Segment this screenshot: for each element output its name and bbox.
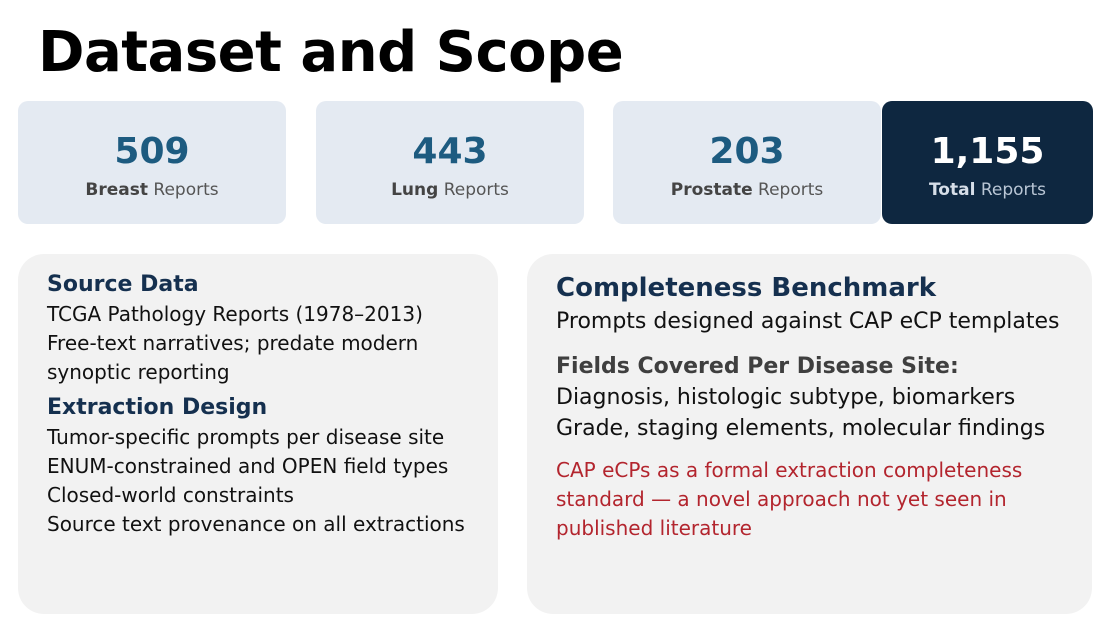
- source-extraction-card: Source Data TCGA Pathology Reports (1978…: [18, 254, 498, 614]
- stat-label: Lung Reports: [391, 180, 509, 200]
- benchmark-note: CAP eCPs as a formal extraction complete…: [556, 458, 1023, 540]
- stat-card-prostate: 203 Prostate Reports: [613, 101, 881, 224]
- fields-line: Grade, staging elements, molecular findi…: [556, 416, 1046, 441]
- stat-label: Total Reports: [928, 180, 1047, 200]
- benchmark-heading: Completeness Benchmark: [556, 273, 937, 303]
- stat-label: Breast Reports: [85, 180, 219, 200]
- fields-line: Diagnosis, histologic subtype, biomarker…: [556, 385, 1016, 410]
- source-data-heading: Source Data: [47, 272, 199, 297]
- page-title: Dataset and Scope: [38, 20, 624, 85]
- stat-value: 509: [114, 131, 190, 172]
- stat-value: 203: [709, 131, 785, 172]
- stat-card-lung: 443 Lung Reports: [316, 101, 584, 224]
- extraction-line: Closed-world constraints: [47, 483, 294, 507]
- stat-value: 1,155: [930, 131, 1045, 172]
- source-line: TCGA Pathology Reports (1978–2013): [47, 302, 423, 326]
- stat-card-total: 1,155 Total Reports: [882, 101, 1093, 224]
- source-line: Free-text narratives; predate modern syn…: [47, 331, 419, 384]
- fields-heading: Fields Covered Per Disease Site:: [556, 354, 959, 379]
- completeness-benchmark-card: Completeness Benchmark Prompts designed …: [527, 254, 1092, 614]
- stat-value: 443: [412, 131, 488, 172]
- stat-card-breast: 509 Breast Reports: [18, 101, 286, 224]
- benchmark-intro: Prompts designed against CAP eCP templat…: [556, 309, 1060, 334]
- extraction-line: Tumor-specific prompts per disease site: [47, 425, 445, 449]
- stat-label: Prostate Reports: [670, 180, 824, 200]
- extraction-line: ENUM-constrained and OPEN field types: [47, 454, 449, 478]
- extraction-design-heading: Extraction Design: [47, 395, 268, 420]
- extraction-line: Source text provenance on all extraction…: [47, 512, 465, 536]
